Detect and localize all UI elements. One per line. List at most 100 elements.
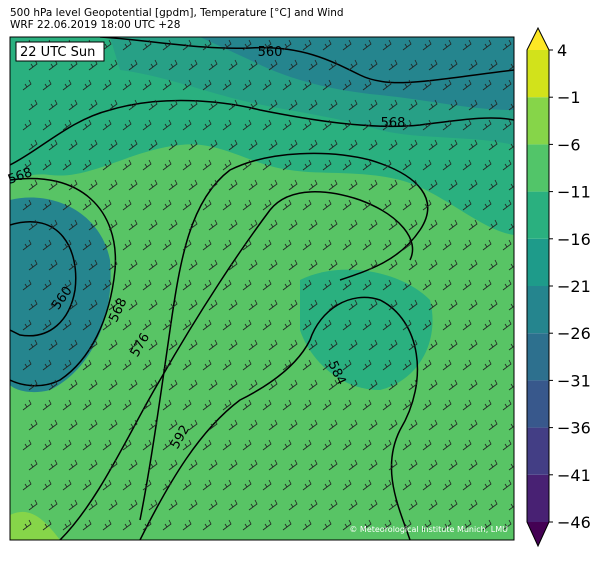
wind-barb xyxy=(482,439,492,451)
wind-barb xyxy=(162,199,172,211)
wind-barb xyxy=(442,519,452,531)
wind-barb xyxy=(128,139,138,151)
wind-barb xyxy=(82,239,92,251)
wind-barb xyxy=(462,479,472,491)
wind-barb xyxy=(342,399,352,411)
wind-barb xyxy=(228,459,238,471)
wind-barb xyxy=(222,439,232,451)
wind-barb xyxy=(468,339,478,351)
wind-barb xyxy=(342,479,352,491)
wind-barb xyxy=(348,499,358,511)
wind-barb xyxy=(348,259,358,271)
colorbar-tick-label: −26 xyxy=(557,324,591,343)
wind-barb xyxy=(142,239,152,251)
wind-barb xyxy=(122,159,132,171)
wind-barb xyxy=(462,359,472,371)
wind-barb xyxy=(408,299,418,311)
wind-barb xyxy=(468,419,478,431)
wind-barb xyxy=(102,399,112,411)
wind-barb xyxy=(468,499,478,511)
wind-barb xyxy=(48,139,58,151)
wind-barb xyxy=(488,179,498,191)
wind-barb xyxy=(388,179,398,191)
wind-barb xyxy=(348,339,358,351)
wind-barb xyxy=(388,339,398,351)
wind-barb xyxy=(368,99,378,111)
wind-barb xyxy=(148,219,158,231)
wind-barbs xyxy=(22,39,514,531)
wind-barb xyxy=(248,459,258,471)
wind-barb xyxy=(142,439,152,451)
colorbar-tick-label: −41 xyxy=(557,466,591,485)
wind-barb xyxy=(348,379,358,391)
wind-barb xyxy=(448,179,458,191)
wind-barb xyxy=(508,423,514,431)
wind-barb xyxy=(148,139,158,151)
wind-barb xyxy=(402,199,412,211)
wind-barb xyxy=(408,99,418,111)
wind-barb xyxy=(262,399,272,411)
wind-barb xyxy=(222,319,232,331)
wind-barb xyxy=(328,259,338,271)
wind-barb xyxy=(148,179,158,191)
wind-barb xyxy=(228,419,238,431)
wind-barb xyxy=(288,259,298,271)
wind-barb xyxy=(428,139,438,151)
wind-barb xyxy=(242,239,252,251)
wind-barb xyxy=(108,459,118,471)
wind-barb xyxy=(102,479,112,491)
wind-barb xyxy=(268,59,278,71)
wind-barb xyxy=(162,119,172,131)
wind-barb xyxy=(88,339,98,351)
wind-barb xyxy=(162,39,172,51)
wind-barb xyxy=(422,159,432,171)
wind-barb xyxy=(462,119,472,131)
colorbar-band xyxy=(527,427,549,475)
wind-barb xyxy=(222,519,232,531)
wind-barb xyxy=(208,339,218,351)
colorbar-extension xyxy=(527,522,549,546)
wind-barb xyxy=(482,279,492,291)
wind-barb xyxy=(408,379,418,391)
wind-barb xyxy=(328,59,338,71)
wind-barb xyxy=(22,519,32,531)
wind-barb xyxy=(248,59,258,71)
wind-barb xyxy=(482,119,492,131)
wind-barb xyxy=(162,279,172,291)
wind-barb xyxy=(322,519,332,531)
wind-barb xyxy=(282,359,292,371)
wind-barb xyxy=(48,419,58,431)
wind-barb xyxy=(242,159,252,171)
wind-barb xyxy=(22,159,32,171)
wind-barb xyxy=(322,399,332,411)
colorbar-tick-label: 4 xyxy=(557,41,567,60)
wind-barb xyxy=(88,419,98,431)
wind-barb xyxy=(188,59,198,71)
wind-barb xyxy=(168,99,178,111)
wind-barb xyxy=(308,259,318,271)
wind-barb xyxy=(508,183,514,191)
wind-barb xyxy=(22,119,32,131)
wind-barb xyxy=(322,119,332,131)
wind-barb xyxy=(402,439,412,451)
wind-barb xyxy=(462,319,472,331)
wind-barb xyxy=(148,259,158,271)
wind-barb xyxy=(328,339,338,351)
wind-barb xyxy=(348,139,358,151)
wind-barb xyxy=(248,139,258,151)
wind-barb xyxy=(68,99,78,111)
wind-barb xyxy=(42,159,52,171)
wind-barb xyxy=(182,39,192,51)
wind-barb xyxy=(208,99,218,111)
wind-barb xyxy=(448,139,458,151)
wind-barb xyxy=(502,159,512,171)
wind-barb xyxy=(502,399,512,411)
wind-barb xyxy=(348,299,358,311)
wind-barb xyxy=(208,219,218,231)
wind-barb xyxy=(368,299,378,311)
wind-barb xyxy=(342,79,352,91)
wind-barb xyxy=(128,459,138,471)
wind-barb xyxy=(68,219,78,231)
wind-barb xyxy=(448,379,458,391)
wind-barb xyxy=(222,119,232,131)
